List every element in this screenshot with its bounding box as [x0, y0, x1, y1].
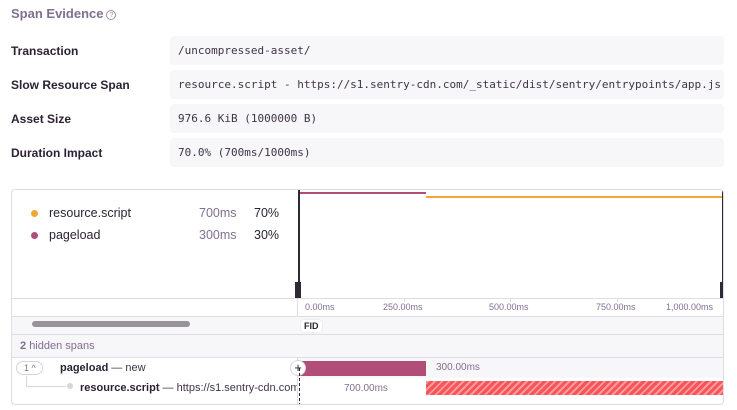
tick-label: 500.00ms	[489, 302, 529, 312]
span-duration: 700.00ms	[344, 383, 388, 394]
legend-duration: 300ms	[199, 228, 237, 242]
tick-label: 750.00ms	[596, 302, 636, 312]
span-toggle[interactable]: 1 ^	[16, 361, 43, 375]
question-circle-icon[interactable]: ?	[106, 10, 117, 20]
legend-name: resource.script	[49, 206, 131, 220]
label-transaction: Transaction	[11, 44, 79, 58]
span-connector-dot	[67, 383, 73, 389]
legend-dot-resource-script	[31, 210, 38, 217]
minimap-right-grip[interactable]	[720, 282, 723, 298]
value-duration-impact: 70.0% (700ms/1000ms)	[170, 138, 724, 167]
tick-label: 250.00ms	[383, 302, 423, 312]
span-bar-resource-script[interactable]	[426, 381, 723, 395]
span-row-pageload[interactable]: pageload — new	[60, 362, 146, 374]
cursor-guide	[299, 368, 300, 404]
legend-name: pageload	[49, 228, 101, 242]
minimap-resource-script	[426, 196, 723, 198]
legend-duration: 700ms	[199, 206, 237, 220]
minimap-pageload	[299, 192, 426, 194]
hidden-spans-row[interactable]	[12, 335, 723, 357]
tick-label: 1,000.00ms	[666, 302, 714, 312]
minimap-right-handle[interactable]	[722, 190, 723, 298]
legend-percent: 30%	[254, 228, 280, 242]
legend-percent: 70%	[254, 206, 280, 220]
value-asset-size: 976.6 KiB (1000000 B)	[170, 104, 724, 133]
value-transaction: /uncompressed-asset/	[170, 36, 724, 65]
fid-marker[interactable]: FID	[300, 319, 323, 333]
crosshair-icon[interactable]: +	[290, 360, 306, 376]
horizontal-scrollbar[interactable]	[32, 321, 190, 327]
label-slow-resource-span: Slow Resource Span	[11, 78, 130, 92]
trace-view: resource.script 700ms 70% pageload 300ms…	[11, 189, 724, 405]
legend-dot-pageload	[31, 232, 38, 239]
span-duration: 300.00ms	[436, 362, 480, 373]
value-slow-resource-span: resource.script - https://s1.sentry-cdn.…	[170, 70, 724, 99]
span-row-resource-script[interactable]: resource.script — https://s1.sentry-cdn.…	[80, 382, 297, 394]
label-asset-size: Asset Size	[11, 112, 72, 126]
tick-label: 0.00ms	[305, 302, 335, 312]
label-duration-impact: Duration Impact	[11, 146, 103, 160]
minimap-left-grip[interactable]	[295, 282, 301, 298]
hidden-spans-label[interactable]: 2 hidden spans	[20, 340, 95, 352]
section-title: Span Evidence?	[11, 6, 117, 21]
span-bar-pageload[interactable]	[300, 361, 426, 376]
minimap-left-handle[interactable]	[298, 190, 300, 298]
